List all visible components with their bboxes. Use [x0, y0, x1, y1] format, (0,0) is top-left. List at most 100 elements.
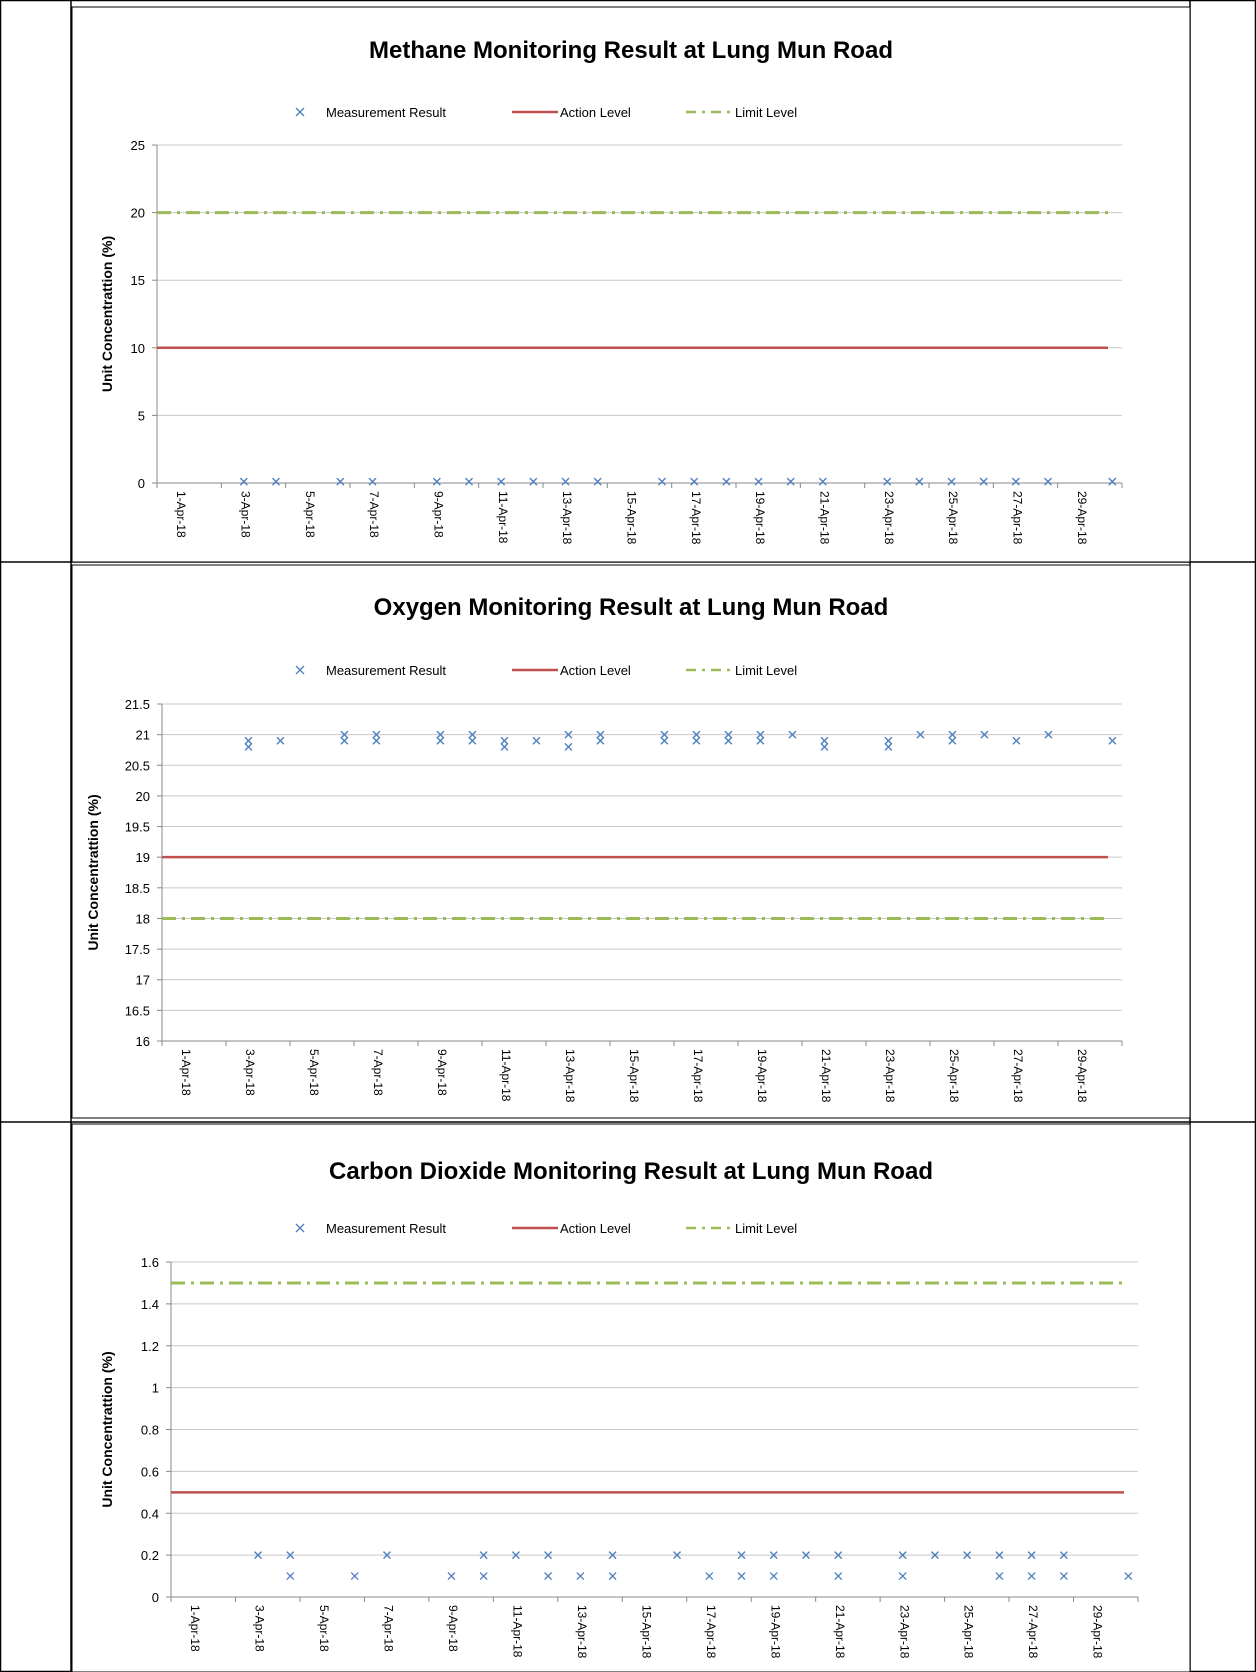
marker-stroke [468, 730, 477, 739]
x-tick-label: 23-Apr-18 [897, 1605, 911, 1659]
measurement-point [786, 477, 795, 486]
measurement-point [372, 736, 381, 745]
measurement-point [1027, 1551, 1036, 1560]
marker-stroke [608, 1572, 617, 1581]
x-tick-label: 17-Apr-18 [691, 1049, 705, 1103]
marker-stroke [596, 730, 605, 739]
chart-frame [71, 1123, 1191, 1672]
marker-stroke [576, 1572, 585, 1581]
measurement-point [608, 1551, 617, 1560]
y-tick-label: 16.5 [125, 1003, 150, 1018]
measurement-point [930, 1551, 939, 1560]
y-tick-label: 19.5 [125, 820, 150, 835]
y-tick-label: 17.5 [125, 942, 150, 957]
measurement-point [500, 742, 509, 751]
marker-stroke [593, 477, 602, 486]
marker-stroke [447, 1572, 456, 1581]
measurement-point [690, 477, 699, 486]
measurement-point [1108, 736, 1117, 745]
marker-stroke [1108, 477, 1117, 486]
marker-stroke [834, 1572, 843, 1581]
measurement-point [593, 477, 602, 486]
measurement-point [756, 730, 765, 739]
x-tick-label: 13-Apr-18 [560, 491, 574, 545]
marker-stroke [660, 736, 669, 745]
measurement-point [692, 736, 701, 745]
marker-stroke [479, 1551, 488, 1560]
measurement-point [532, 736, 541, 745]
y-tick-label: 21 [136, 728, 150, 743]
chart-title: Methane Monitoring Result at Lung Mun Ro… [369, 37, 893, 64]
marker-stroke [340, 736, 349, 745]
y-tick-label: 1.2 [141, 1339, 159, 1354]
x-tick-label: 21-Apr-18 [833, 1605, 847, 1659]
measurement-point [468, 730, 477, 739]
measurement-point [596, 736, 605, 745]
measurement-point [754, 477, 763, 486]
marker-stroke [980, 730, 989, 739]
x-tick-label: 21-Apr-18 [819, 1049, 833, 1103]
measurement-point [769, 1551, 778, 1560]
marker-stroke [561, 477, 570, 486]
chart-legend: Measurement Result Action Level Limit Leve… [295, 663, 797, 678]
measurement-point [979, 477, 988, 486]
marker-stroke [884, 736, 893, 745]
legend-action-label: Action Level [560, 1221, 631, 1236]
measurement-point [368, 477, 377, 486]
y-tick-label: 0.8 [141, 1423, 159, 1438]
measurement-point [660, 730, 669, 739]
x-tick-label: 1-Apr-18 [179, 1049, 193, 1096]
measurement-point [1012, 736, 1021, 745]
measurement-point [286, 1551, 295, 1560]
marker-stroke [276, 736, 285, 745]
measurement-point [608, 1572, 617, 1581]
marker-stroke [737, 1551, 746, 1560]
measurement-point [372, 730, 381, 739]
marker-stroke [372, 736, 381, 745]
measurement-point [1059, 1572, 1068, 1581]
measurement-point [544, 1572, 553, 1581]
measurement-point [1011, 477, 1020, 486]
measurement-point [980, 730, 989, 739]
measurement-point [479, 1572, 488, 1581]
chart-title: Carbon Dioxide Monitoring Result at Lung… [329, 1158, 933, 1185]
marker-stroke [336, 477, 345, 486]
measurement-point [884, 736, 893, 745]
x-tick-label: 23-Apr-18 [882, 491, 896, 545]
measurement-point [544, 1551, 553, 1560]
measurement-point [898, 1572, 907, 1581]
measurement-point [947, 477, 956, 486]
x-tick-label: 15-Apr-18 [639, 1605, 653, 1659]
x-tick-label: 17-Apr-18 [689, 491, 703, 545]
measurement-point [724, 736, 733, 745]
measurement-point [272, 477, 281, 486]
y-tick-label: 18 [136, 911, 150, 926]
measurement-point [564, 742, 573, 751]
y-tick-label: 0 [138, 476, 145, 491]
measurement-point [1059, 1551, 1068, 1560]
measurement-point [660, 736, 669, 745]
x-tick-label: 9-Apr-18 [435, 1049, 449, 1096]
marker-stroke [529, 477, 538, 486]
marker-stroke [272, 477, 281, 486]
legend-limit-label: Limit Level [735, 663, 797, 678]
y-tick-label: 0 [152, 1590, 159, 1605]
chart-3: Carbon Dioxide Monitoring Result at Lung… [71, 1123, 1191, 1672]
legend-measurement-label: Measurement Result [326, 105, 446, 120]
measurement-point [948, 730, 957, 739]
legend-measurement-label: Measurement Result [326, 1221, 446, 1236]
legend-measurement-label: Measurement Result [326, 663, 446, 678]
marker-stroke [1124, 1572, 1133, 1581]
marker-stroke [564, 730, 573, 739]
x-tick-label: 1-Apr-18 [174, 491, 188, 538]
x-tick-label: 11-Apr-18 [510, 1605, 524, 1658]
marker-stroke [254, 1551, 263, 1560]
measurement-point [834, 1551, 843, 1560]
x-tick-label: 3-Apr-18 [253, 1605, 267, 1652]
measurement-point [884, 742, 893, 751]
marker-stroke [532, 736, 541, 745]
measurement-point [995, 1572, 1004, 1581]
marker-stroke [432, 477, 441, 486]
marker-stroke [660, 730, 669, 739]
marker-stroke [1012, 736, 1021, 745]
